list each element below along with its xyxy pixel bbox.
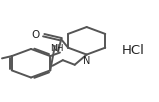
- Text: NH: NH: [50, 44, 63, 53]
- Text: N: N: [83, 56, 90, 66]
- Text: O: O: [31, 30, 40, 40]
- Text: HCl: HCl: [122, 44, 145, 58]
